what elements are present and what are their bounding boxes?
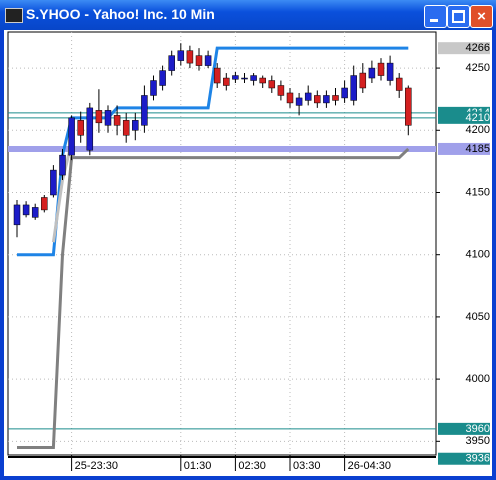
candle-body xyxy=(41,197,48,211)
candle-body xyxy=(95,110,103,124)
candle-body xyxy=(159,70,166,86)
x-tick-label: 03:30 xyxy=(293,460,321,472)
candle-body xyxy=(223,77,230,86)
candle-body xyxy=(113,115,121,126)
candle-body xyxy=(350,75,357,101)
price-marker xyxy=(438,422,490,435)
candle-body xyxy=(332,95,339,101)
candle-body xyxy=(341,87,348,99)
candle-body xyxy=(59,154,66,176)
candle-body xyxy=(268,80,276,89)
candle-body xyxy=(122,120,130,136)
window-title: S.YHOO - Yahoo! Inc. 10 Min xyxy=(26,6,215,22)
candle-body xyxy=(150,80,157,96)
price-marker-label: 4266 xyxy=(466,42,490,54)
candle-body xyxy=(259,77,266,84)
x-tick-label: 25-23:30 xyxy=(75,460,118,472)
candle-body xyxy=(359,72,367,89)
app-icon xyxy=(5,8,23,23)
candle-body xyxy=(232,75,239,80)
plot-border xyxy=(7,31,437,456)
candle-body xyxy=(377,62,385,76)
candle-body xyxy=(314,95,321,104)
indicator-line xyxy=(17,46,409,257)
y-tick-label: 4050 xyxy=(466,311,490,323)
candle-body xyxy=(104,110,112,126)
candle-body xyxy=(405,87,412,126)
price-marker-label: 4210 xyxy=(466,112,490,124)
y-tick-label: 4250 xyxy=(466,62,490,74)
candle-body xyxy=(186,50,194,64)
y-tick-label: 4100 xyxy=(466,249,490,261)
candle-body xyxy=(22,204,30,216)
candle-body xyxy=(68,117,75,156)
price-marker xyxy=(438,142,490,155)
indicator-line xyxy=(17,147,410,450)
price-marker xyxy=(438,42,490,55)
price-marker-label: 4185 xyxy=(466,143,490,155)
candle-body xyxy=(323,95,330,104)
candle-body xyxy=(204,55,212,66)
candle-body xyxy=(386,62,394,81)
candle-body xyxy=(177,50,185,61)
plot xyxy=(8,32,436,455)
candle-body xyxy=(77,120,84,136)
candle-body xyxy=(168,55,175,71)
close-button[interactable]: × xyxy=(470,5,493,28)
candle-body xyxy=(141,95,148,126)
title-bar: S.YHOO - Yahoo! Inc. 10 Min × xyxy=(0,0,496,30)
x-tick-label: 02:30 xyxy=(238,460,266,472)
candle-body xyxy=(395,77,403,91)
price-marker-label: 3936 xyxy=(466,453,490,465)
candle-body xyxy=(213,67,221,84)
candle-body xyxy=(31,207,39,218)
y-tick-label: 3950 xyxy=(466,435,490,447)
chart: 3950 4000 4050 4100 4150 4200 4250 25-23:30 01:3… xyxy=(4,30,492,476)
x-tick-label: 01:30 xyxy=(184,460,212,472)
candle-body xyxy=(277,85,285,96)
candle-body xyxy=(304,92,312,101)
maximize-button[interactable] xyxy=(447,5,470,28)
y-tick-label: 4000 xyxy=(466,373,490,385)
candle-body xyxy=(13,204,21,226)
candle-body xyxy=(132,120,139,131)
price-marker xyxy=(438,452,490,465)
y-tick-label: 4150 xyxy=(466,186,490,198)
candle-body xyxy=(368,67,376,79)
price-marker xyxy=(438,111,490,124)
x-tick-label: 26-04:30 xyxy=(348,460,391,472)
candle-body xyxy=(295,97,303,106)
candle-body xyxy=(286,92,294,104)
y-tick-label: 4200 xyxy=(466,124,490,136)
price-marker-label: 3960 xyxy=(466,423,490,435)
candle-body xyxy=(195,55,203,66)
candle-body xyxy=(86,107,94,151)
candle-body xyxy=(241,77,248,80)
minimize-button[interactable] xyxy=(424,5,447,28)
candle-body xyxy=(250,75,257,81)
candle-body xyxy=(50,169,57,196)
